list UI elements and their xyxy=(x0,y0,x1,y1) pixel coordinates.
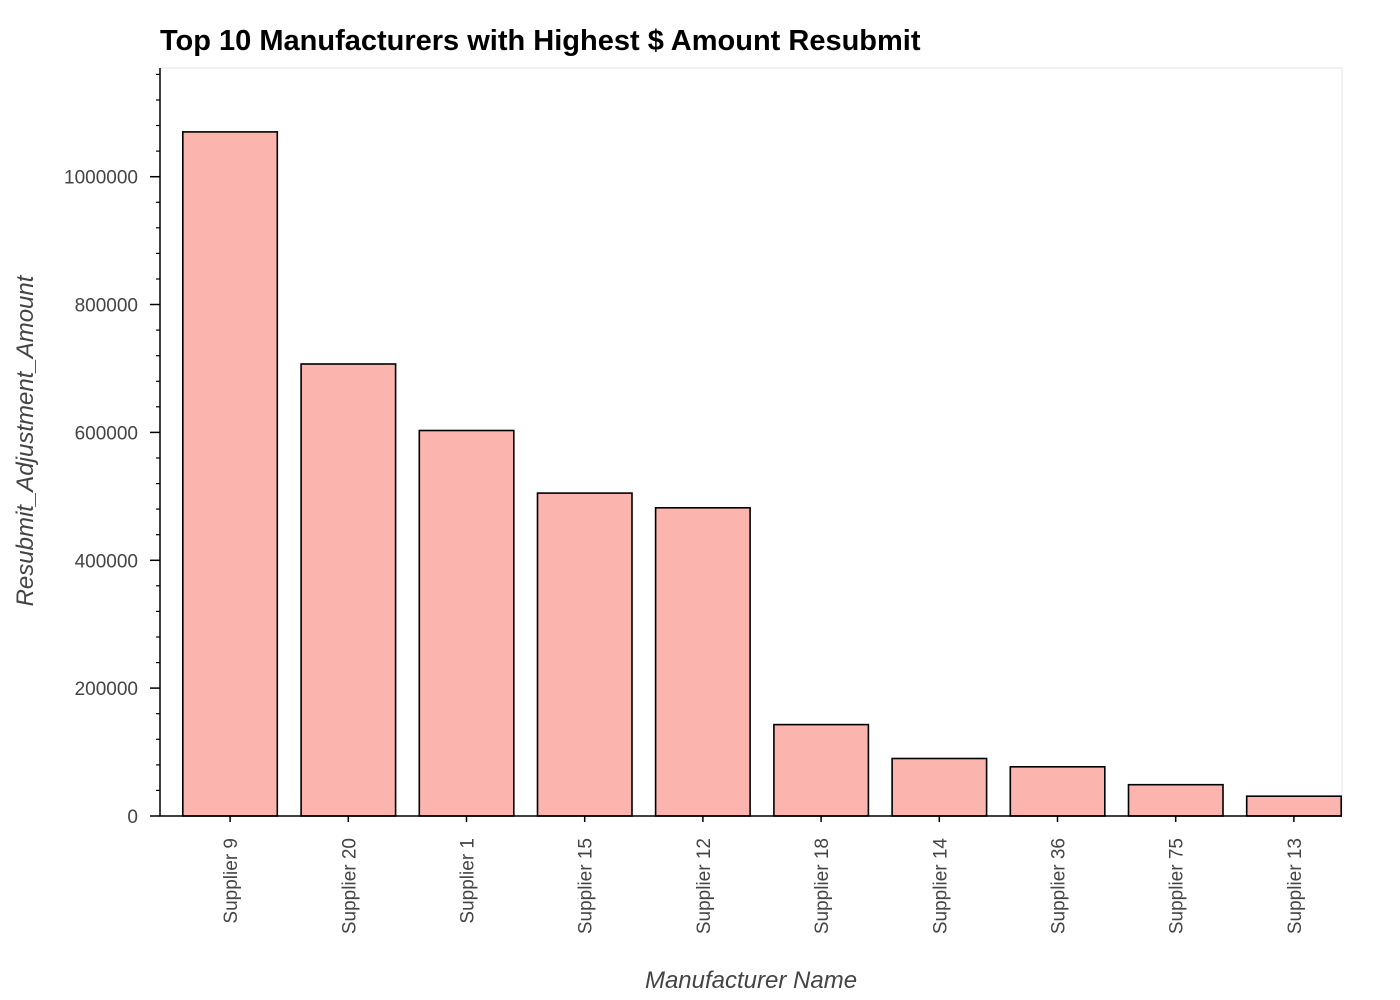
x-tick-label: Supplier 12 xyxy=(694,838,715,934)
chart-title: Top 10 Manufacturers with Highest $ Amou… xyxy=(160,25,921,57)
bar-supplier-36 xyxy=(1009,765,1106,817)
bar-supplier-75 xyxy=(1127,783,1224,817)
x-tick-label: Supplier 75 xyxy=(1167,838,1188,934)
bar-supplier-13 xyxy=(1245,795,1342,817)
x-axis-label: Manufacturer Name xyxy=(645,967,857,994)
x-tick-label: Supplier 14 xyxy=(930,838,951,935)
y-tick-label: 1000000 xyxy=(64,168,138,189)
x-tick-label: Supplier 9 xyxy=(221,838,242,924)
x-tick-label: Supplier 36 xyxy=(1049,838,1070,934)
bar-supplier-20 xyxy=(300,363,397,817)
bar-supplier-15 xyxy=(536,492,633,817)
bars-group xyxy=(182,131,1342,817)
x-tick-label: Supplier 20 xyxy=(339,838,360,934)
x-tick-label: Supplier 1 xyxy=(458,838,479,924)
axes-group: 0 200000 400000 600000 800000 1000000 Supplier… xyxy=(64,68,1342,934)
bar-supplier-1 xyxy=(418,429,515,817)
x-tick-label: Supplier 18 xyxy=(812,838,833,934)
y-tick-label: 800000 xyxy=(75,296,138,317)
y-tick-label: 0 xyxy=(127,807,138,828)
y-axis-label: Resubmit_Adjustment_Amount xyxy=(12,274,39,606)
bar-supplier-9 xyxy=(182,131,279,817)
bar-supplier-18 xyxy=(773,723,870,817)
bar-supplier-14 xyxy=(891,757,988,817)
y-tick-label: 400000 xyxy=(75,551,138,572)
y-tick-label: 600000 xyxy=(75,423,138,444)
x-tick-label: Supplier 13 xyxy=(1285,838,1306,934)
y-tick-label: 200000 xyxy=(75,679,138,700)
x-tick-label: Supplier 15 xyxy=(576,838,597,934)
bar-supplier-12 xyxy=(654,506,751,817)
